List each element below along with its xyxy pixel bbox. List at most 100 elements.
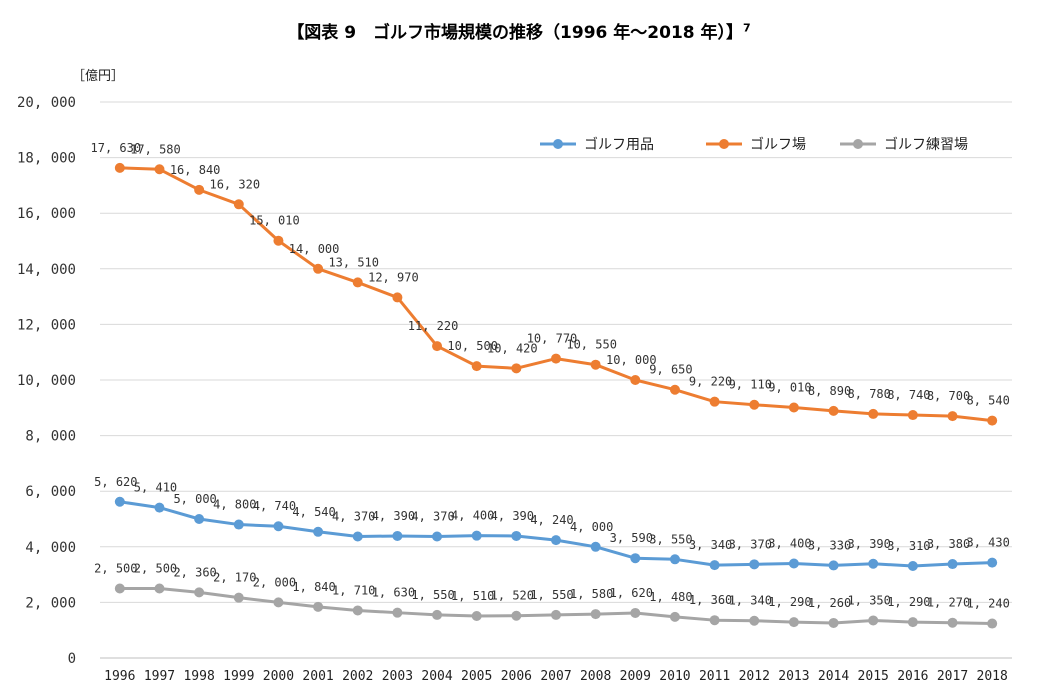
data-point — [669, 384, 680, 395]
x-tick-label: 2003 — [382, 669, 413, 684]
data-label: 3, 400 — [768, 536, 811, 550]
x-tick-label: 2008 — [580, 669, 611, 684]
data-point — [947, 559, 958, 570]
y-tick-label: 0 — [68, 651, 76, 667]
gridlines — [100, 101, 1012, 603]
data-point — [709, 396, 720, 407]
data-point — [907, 560, 918, 571]
data-label: 5, 620 — [94, 475, 137, 489]
y-tick-label: 20, 000 — [17, 95, 76, 111]
data-point — [828, 617, 839, 628]
x-tick-label: 2011 — [699, 669, 730, 684]
data-label: 4, 370 — [332, 510, 375, 524]
y-tick-label: 2, 000 — [25, 595, 76, 611]
data-label: 3, 430 — [966, 536, 1009, 550]
x-tick-label: 2010 — [659, 669, 690, 684]
data-point — [352, 605, 363, 616]
data-point — [194, 587, 205, 598]
data-label: 10, 000 — [606, 353, 657, 367]
data-label: 1, 260 — [808, 596, 851, 610]
data-point — [788, 402, 799, 413]
data-point — [590, 541, 601, 552]
data-label: 14, 000 — [289, 242, 340, 256]
data-label: 2, 500 — [94, 562, 137, 576]
legend-label: ゴルフ場 — [750, 136, 806, 153]
data-point — [471, 611, 482, 622]
data-label: 5, 410 — [134, 481, 177, 495]
x-tick-label: 1999 — [223, 669, 254, 684]
data-label: 8, 700 — [927, 389, 970, 403]
x-tick-label: 2006 — [501, 669, 532, 684]
data-label: 9, 110 — [729, 378, 772, 392]
x-tick-label: 1997 — [144, 669, 175, 684]
data-label: 4, 370 — [411, 510, 454, 524]
data-point — [630, 607, 641, 618]
data-label: 3, 370 — [729, 537, 772, 551]
data-label: 10, 550 — [566, 338, 617, 352]
legend-swatch-marker — [719, 139, 729, 149]
data-point — [114, 496, 125, 507]
data-label: 1, 550 — [411, 588, 454, 602]
data-label: 4, 390 — [372, 509, 415, 523]
data-label: 2, 000 — [253, 575, 296, 589]
data-point — [987, 415, 998, 426]
data-label: 9, 010 — [768, 381, 811, 395]
x-tick-label: 2001 — [302, 669, 333, 684]
data-label: 1, 840 — [292, 580, 335, 594]
data-point — [392, 292, 403, 303]
data-label: 4, 540 — [292, 505, 335, 519]
data-label: 2, 360 — [173, 565, 216, 579]
data-point — [590, 609, 601, 620]
data-point — [868, 558, 879, 569]
data-label: 10, 500 — [447, 339, 498, 353]
data-point — [630, 375, 641, 385]
x-tick-label: 2005 — [461, 669, 492, 684]
data-point — [551, 609, 561, 620]
data-label: 1, 360 — [689, 593, 732, 607]
data-label: 3, 330 — [808, 538, 851, 552]
data-label: 16, 840 — [170, 163, 221, 177]
data-label: 3, 380 — [927, 537, 970, 551]
data-point — [987, 557, 998, 568]
data-point — [669, 611, 680, 622]
x-tick-label: 2014 — [818, 669, 849, 684]
data-point — [511, 530, 522, 541]
x-tick-label: 2012 — [739, 669, 770, 684]
data-label: 4, 000 — [570, 520, 613, 534]
data-label: 1, 520 — [491, 589, 534, 603]
data-point — [194, 514, 205, 524]
axes: 0 2, 000 4, 000 6, 000 8, 000 10, 000 12, 000 1… — [17, 68, 1012, 684]
data-label: 4, 800 — [213, 498, 256, 512]
data-label: 9, 650 — [649, 363, 692, 377]
data-label: 10, 770 — [527, 332, 578, 346]
y-tick-label: 12, 000 — [17, 317, 76, 333]
data-point — [233, 592, 244, 603]
data-point — [313, 263, 324, 274]
data-label: 1, 480 — [649, 590, 692, 604]
data-label: 4, 400 — [451, 509, 494, 523]
data-point — [432, 531, 443, 542]
legend-swatch-marker — [853, 139, 863, 149]
data-label: 3, 310 — [887, 539, 930, 553]
data-point — [551, 353, 561, 364]
data-label: 8, 890 — [808, 384, 851, 398]
data-point — [273, 235, 284, 246]
title-footnote: 7 — [743, 21, 751, 35]
data-label: 1, 620 — [610, 586, 653, 600]
data-point — [273, 521, 284, 532]
x-tick-label: 2018 — [977, 669, 1008, 684]
y-tick-label: 10, 000 — [17, 373, 76, 389]
data-point — [987, 618, 998, 629]
data-point — [669, 554, 680, 565]
x-tick-label: 2009 — [620, 669, 651, 684]
x-tick-label: 1996 — [104, 669, 135, 684]
y-tick-label: 6, 000 — [25, 484, 76, 500]
x-tick-label: 2017 — [937, 669, 968, 684]
data-label: 2, 170 — [213, 571, 256, 585]
data-point — [947, 411, 958, 422]
data-label: 4, 740 — [253, 499, 296, 513]
data-point — [233, 199, 244, 210]
data-label: 1, 710 — [332, 583, 375, 597]
data-point — [828, 560, 839, 571]
x-tick-label: 2013 — [778, 669, 809, 684]
